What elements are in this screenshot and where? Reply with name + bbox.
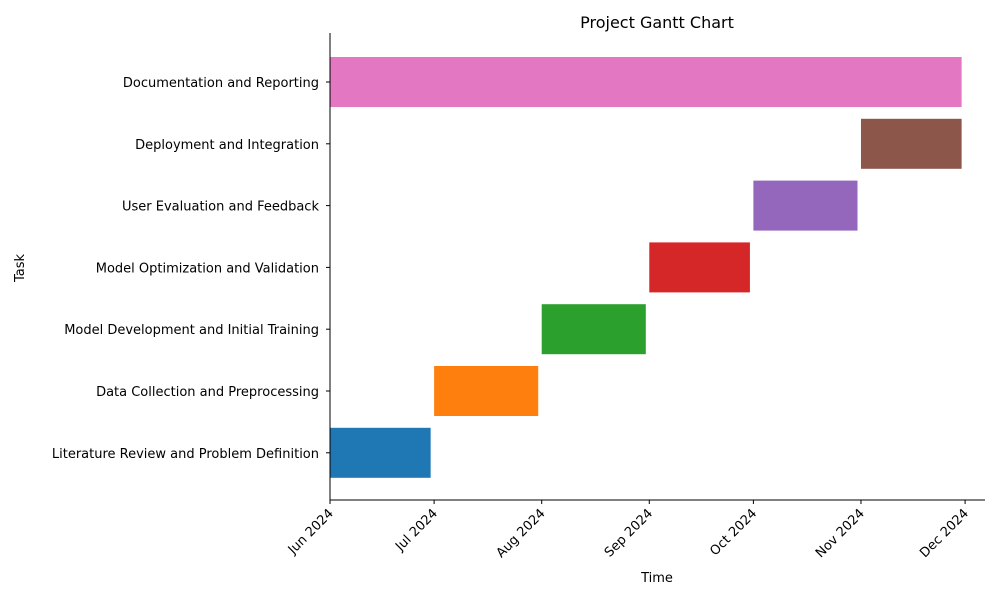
y-tick-label: Model Development and Initial Training xyxy=(64,323,319,338)
x-tick-label: Jul 2024 xyxy=(392,506,441,555)
chart-title: Project Gantt Chart xyxy=(580,13,734,32)
y-tick-label: Literature Review and Problem Definition xyxy=(52,447,319,462)
gantt-bar xyxy=(860,118,962,169)
y-tick-label: Documentation and Reporting xyxy=(123,76,319,91)
x-tick-label: Nov 2024 xyxy=(813,506,868,561)
x-tick-label: Aug 2024 xyxy=(494,506,549,561)
y-ticks-group: Literature Review and Problem Definition… xyxy=(52,76,330,462)
bars-group xyxy=(330,57,962,478)
gantt-bar xyxy=(649,242,750,293)
y-axis-label: Task xyxy=(13,254,28,284)
gantt-bar xyxy=(330,57,962,107)
gantt-bar xyxy=(753,180,858,231)
y-tick-label: User Evaluation and Feedback xyxy=(122,200,319,215)
gantt-bar xyxy=(541,304,646,355)
y-tick-label: Deployment and Integration xyxy=(135,138,319,153)
gantt-bar xyxy=(434,366,539,416)
x-tick-label: Jun 2024 xyxy=(285,506,337,558)
x-ticks-group: Jun 2024 Jul 2024 Aug 2024 Sep 2024 Oct 2024… xyxy=(285,500,972,561)
gantt-bar xyxy=(330,427,431,478)
x-tick-label: Oct 2024 xyxy=(707,506,760,559)
axes-group xyxy=(329,33,985,501)
y-tick-label: Data Collection and Preprocessing xyxy=(96,385,319,400)
y-tick-label: Model Optimization and Validation xyxy=(96,261,319,276)
x-tick-label: Sep 2024 xyxy=(602,506,656,560)
x-tick-label: Dec 2024 xyxy=(917,506,972,561)
x-axis-label: Time xyxy=(640,571,673,586)
